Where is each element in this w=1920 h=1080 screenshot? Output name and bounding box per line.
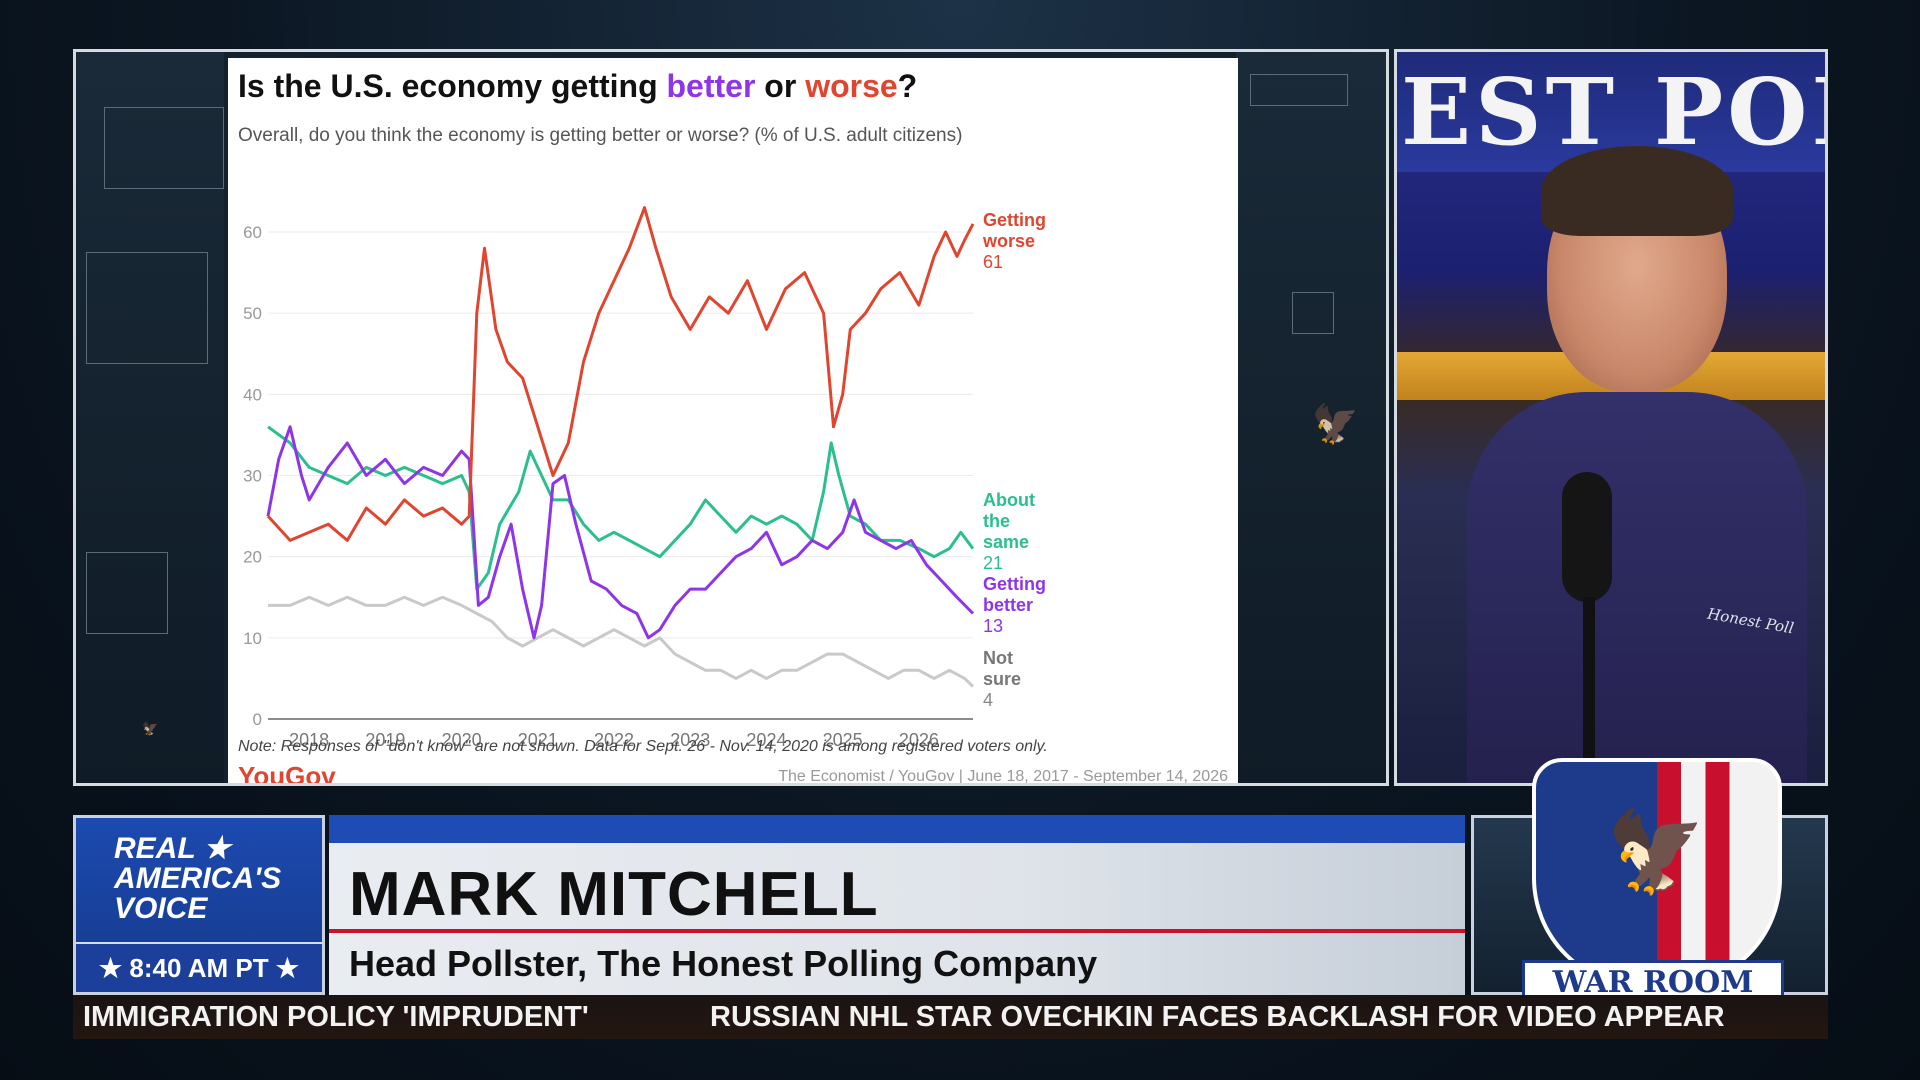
line-chart: 0 10 20 30 40 50 60 2018 2019 2020 2021 2022 2023 202… — [243, 206, 1046, 750]
chart-series — [266, 206, 975, 688]
x-tick-label: 2021 — [518, 730, 558, 750]
series-label: Not sure — [983, 648, 1021, 689]
presenter-hair — [1541, 146, 1733, 236]
chart-note: Note: Responses of "don't know" are not … — [238, 738, 1048, 755]
studio-camera-panel: EST POL Honest Poll — [1394, 49, 1828, 786]
deco-frame — [104, 107, 224, 189]
left-decoration: 🦅 — [76, 52, 224, 783]
chart-subtitle: Overall, do you think the economy is get… — [238, 125, 963, 146]
series-label: About the same — [983, 490, 1035, 552]
chart-grid: 0 10 20 30 40 50 60 2018 2019 2020 2021 2022 2023 202… — [243, 223, 973, 750]
right-decoration: 🦅 — [1236, 52, 1386, 783]
yougov-logo: YouGov — [238, 761, 336, 786]
presenter-torso — [1467, 392, 1807, 783]
x-tick-label: 2019 — [365, 730, 405, 750]
ticker-item: RUSSIAN NHL STAR OVECHKIN FACES BACKLASH… — [710, 1001, 1725, 1033]
chart-title: Is the U.S. economy getting better or wo… — [238, 68, 918, 104]
series-end-value: 21 — [983, 553, 1003, 573]
y-tick-label: 40 — [243, 385, 262, 404]
chart-panel: 🦅 🦅 Is the U.S. economy getting better o… — [73, 49, 1389, 786]
show-logo-box: 🦅 WAR ROOM — [1471, 758, 1828, 1006]
chart-card: Is the U.S. economy getting better or wo… — [228, 58, 1238, 783]
x-tick-label: 2026 — [899, 730, 939, 750]
news-ticker: IMMIGRATION POLICY 'IMPRUDENT' RUSSIAN N… — [73, 995, 1828, 1039]
y-tick-label: 50 — [243, 304, 262, 323]
x-tick-label: 2022 — [594, 730, 634, 750]
series-end-value: 4 — [983, 690, 993, 710]
series-end-value: 61 — [983, 252, 1003, 272]
x-tick-label: 2020 — [442, 730, 482, 750]
y-tick-label: 20 — [243, 548, 262, 567]
y-tick-label: 60 — [243, 223, 262, 242]
y-tick-label: 30 — [243, 467, 262, 486]
broadcast-time: ★ 8:40 AM PT ★ — [76, 942, 322, 992]
series-line-about-the-same — [267, 425, 975, 591]
series-label: Getting worse — [982, 210, 1046, 251]
series-line-not-sure — [268, 595, 975, 688]
name-bar-separator — [329, 929, 1465, 933]
guest-name: MARK MITCHELL — [349, 860, 879, 929]
warroom-watermark-icon: 🦅 — [142, 722, 160, 737]
name-bar-top-stripe — [329, 815, 1465, 843]
x-tick-label: 2018 — [289, 730, 329, 750]
chart-source: The Economist / YouGov | June 18, 2017 -… — [778, 768, 1228, 785]
series-end-value: 13 — [983, 616, 1003, 636]
warroom-watermark-icon: 🦅 — [1311, 402, 1361, 446]
network-logo-box: REAL ★ AMERICA'S VOICE ★ 8:40 AM PT ★ — [73, 815, 325, 995]
warroom-badge: 🦅 — [1532, 758, 1782, 988]
presenter-figure — [1467, 142, 1807, 783]
ticker-item: IMMIGRATION POLICY 'IMPRUDENT' — [83, 1001, 589, 1033]
x-tick-label: 2023 — [670, 730, 710, 750]
series-line-getting-worse — [266, 206, 975, 542]
name-bar: MARK MITCHELL Head Pollster, The Honest … — [329, 815, 1465, 995]
x-tick-label: 2025 — [823, 730, 863, 750]
x-tick-label: 2024 — [746, 730, 786, 750]
deco-frame — [86, 552, 168, 634]
network-logo: REAL ★ AMERICA'S VOICE — [114, 832, 282, 925]
y-tick-label: 0 — [253, 710, 262, 729]
microphone-icon — [1562, 472, 1612, 602]
eagle-icon: 🦅 — [1606, 807, 1706, 896]
series-label: Getting better — [983, 574, 1046, 615]
deco-frame — [86, 252, 208, 364]
deco-frame — [1292, 292, 1334, 334]
lower-third: REAL ★ AMERICA'S VOICE ★ 8:40 AM PT ★ MA… — [73, 758, 1828, 1006]
mic-stand — [1583, 597, 1595, 783]
guest-title: Head Pollster, The Honest Polling Compan… — [349, 943, 1098, 984]
y-tick-label: 10 — [243, 629, 262, 648]
series-line-getting-better — [266, 425, 975, 640]
deco-frame — [1250, 74, 1348, 106]
